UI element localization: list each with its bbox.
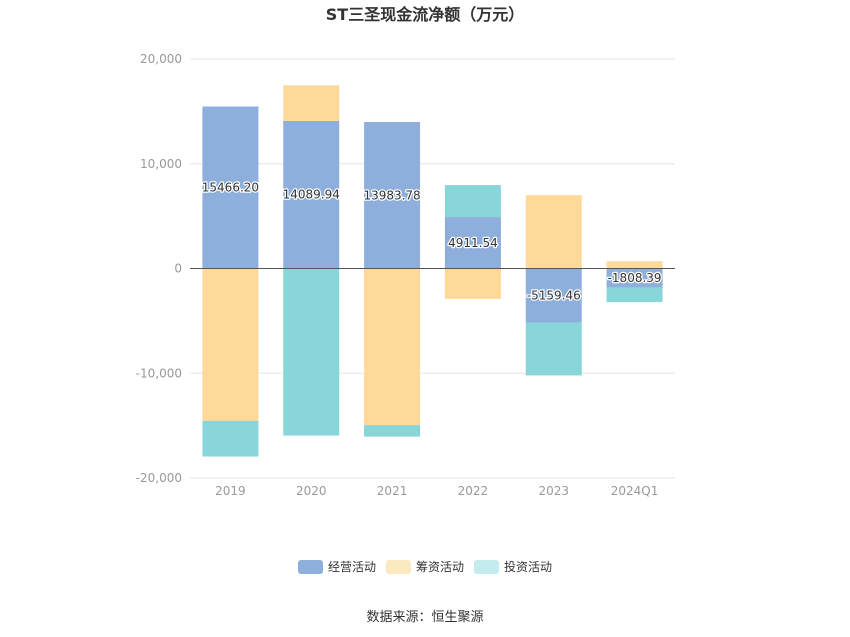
data-source: 数据来源：恒生聚源: [366, 610, 483, 625]
bar-0-2023: [525, 268, 582, 323]
bar-2-2020: [283, 268, 340, 436]
data-label: 13983.78: [363, 188, 420, 202]
chart-title: ST三圣现金流净额（万元）: [326, 5, 524, 24]
y-axis: 20,000 10,000 0 -10,000 -20,000: [136, 52, 182, 485]
legend-label: 筹资活动: [416, 560, 464, 574]
y-tick-label: -20,000: [136, 471, 182, 485]
bar-0-2022: [444, 217, 501, 269]
x-tick-label: 2021: [377, 484, 408, 498]
legend-swatch: [386, 560, 411, 574]
x-tick-label: 2023: [538, 484, 569, 498]
legend-swatch: [298, 560, 323, 574]
x-tick-label: 2019: [215, 484, 246, 498]
x-tick-label: 2020: [296, 484, 327, 498]
y-tick-label: -10,000: [136, 366, 182, 380]
bar-0-2024Q1: [606, 268, 663, 288]
bar-1-2020: [283, 85, 340, 121]
y-tick-label: 20,000: [140, 52, 182, 66]
x-axis: 2019 2020 2021 2022 2023 2024Q1: [215, 484, 658, 498]
x-tick-label: 2024Q1: [611, 484, 659, 498]
data-label: -1808.39: [608, 271, 662, 285]
bar-1-2024Q1: [606, 261, 663, 269]
legend-label: 投资活动: [504, 559, 552, 574]
grid-lines: [190, 58, 675, 479]
data-label: 14089.94: [283, 188, 340, 202]
y-tick-label: 0: [174, 262, 182, 276]
bar-1-2019: [202, 268, 259, 421]
bar-1-2023: [525, 195, 582, 269]
bar-1-2022: [444, 268, 501, 299]
y-tick-label: 10,000: [140, 157, 182, 171]
data-label: 4911.54: [448, 236, 498, 250]
data-labels: 15466.20 14089.94 13983.78 4911.54 -5159.46 -…: [201, 179, 663, 304]
bar-0-2021: [364, 122, 421, 269]
data-label: 15466.20: [202, 180, 259, 194]
data-label: -5159.46: [527, 289, 581, 303]
bar-0-2020: [283, 120, 340, 269]
bar-2-2024Q1: [606, 287, 663, 303]
bar-1-2021: [364, 268, 421, 426]
bar-2-2021: [364, 425, 421, 437]
legend: 经营活动 筹资活动 投资活动: [298, 559, 552, 574]
bar-2-2023: [525, 322, 582, 376]
bar-0-2019: [202, 106, 259, 269]
bar-2-2022: [444, 185, 501, 218]
bar-2-2019: [202, 420, 259, 457]
legend-label: 经营活动: [328, 560, 376, 574]
legend-swatch: [474, 560, 499, 574]
bars: [202, 85, 663, 457]
x-tick-label: 2022: [458, 484, 489, 498]
